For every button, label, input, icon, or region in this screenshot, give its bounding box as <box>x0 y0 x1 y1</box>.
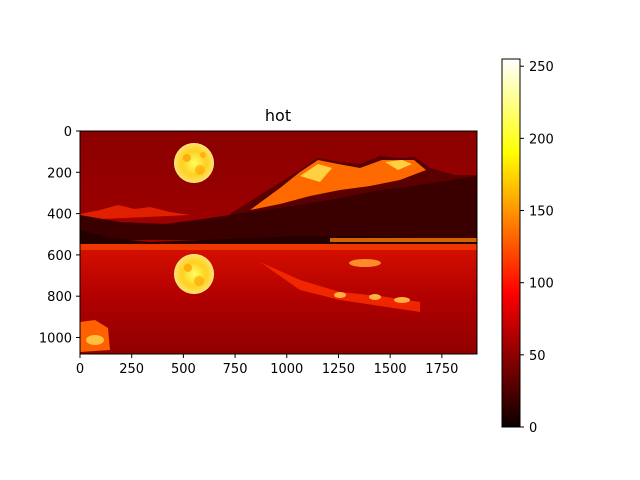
y-tick-label: 0 <box>64 125 72 140</box>
y-tick-label: 800 <box>47 290 72 305</box>
colorbar-tick-label: 100 <box>529 277 554 292</box>
chart-title: hot <box>265 106 291 125</box>
y-tick-label: 1000 <box>39 331 72 346</box>
heatmap-image <box>80 131 477 354</box>
colorbar-tick-label: 200 <box>529 132 554 147</box>
plot-frame <box>79 130 478 355</box>
x-tick-label: 1750 <box>425 362 458 377</box>
x-tick-label: 750 <box>223 362 248 377</box>
colorbar <box>501 58 521 428</box>
y-tick-label: 600 <box>47 249 72 264</box>
colorbar-tick-label: 50 <box>529 349 546 364</box>
x-tick-label: 1000 <box>270 362 303 377</box>
y-tick-label: 400 <box>47 208 72 223</box>
y-axis: 0 200 400 600 800 1000 <box>39 125 80 346</box>
colorbar-axis: 0 50 100 150 200 250 <box>520 60 554 436</box>
colorbar-tick-label: 150 <box>529 205 554 220</box>
x-axis: 0 250 500 750 1000 1250 1500 1750 <box>76 354 458 377</box>
x-tick-label: 1500 <box>374 362 407 377</box>
y-tick-label: 200 <box>47 166 72 181</box>
x-tick-label: 500 <box>171 362 196 377</box>
colorbar-tick-label: 250 <box>529 60 554 75</box>
colorbar-tick-label: 0 <box>529 421 537 436</box>
x-tick-label: 250 <box>119 362 144 377</box>
x-tick-label: 1250 <box>322 362 355 377</box>
x-tick-label: 0 <box>76 362 84 377</box>
